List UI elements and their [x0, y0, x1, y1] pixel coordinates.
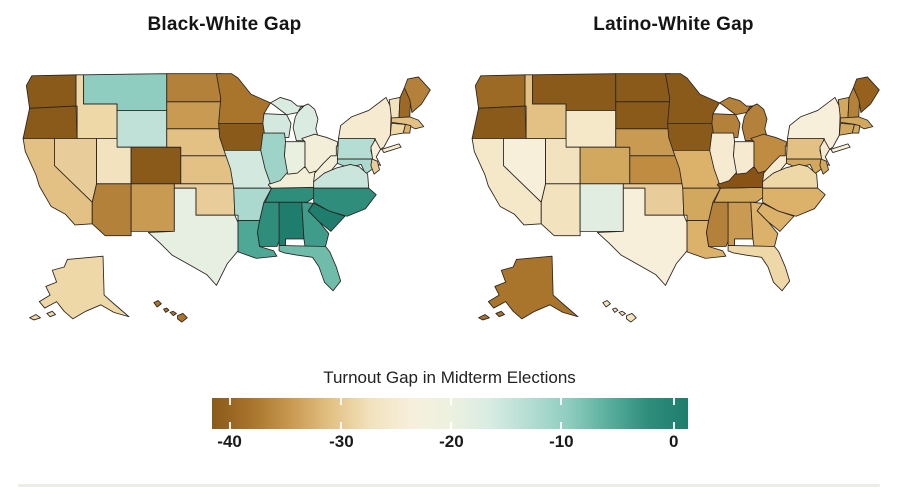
state-nd [615, 73, 671, 103]
state-ks [180, 155, 235, 185]
state-nc [762, 187, 826, 217]
state-ma [839, 116, 874, 130]
colorbar-tick-notch [672, 398, 675, 405]
state-me [852, 76, 880, 114]
state-pa [336, 138, 376, 160]
state-fl [278, 244, 342, 292]
cropped-caption-remnant [18, 484, 880, 487]
colorbar-tick-notch [228, 422, 231, 429]
state-vt [388, 97, 401, 119]
colorbar-tick-notch [560, 398, 563, 405]
state-fl [727, 244, 791, 292]
state-al [727, 201, 754, 246]
colorbar [211, 398, 688, 429]
state-ak [29, 255, 130, 321]
colorbar-tick-labels: -40 -30 -20 -10 0 [212, 429, 688, 455]
state-co [579, 146, 631, 185]
colorbar-tick-label: -10 [549, 432, 574, 451]
state-me [403, 76, 431, 114]
map-title-black-white-gap: Black-White Gap [147, 14, 302, 35]
colorbar-tick-notch [340, 398, 343, 405]
us-choropleth-black-white [22, 73, 431, 323]
state-de [819, 158, 829, 175]
colorbar-tick-notch [672, 422, 675, 429]
state-mn [665, 73, 720, 124]
state-or [22, 105, 78, 139]
colorbar-tick-label: -30 [329, 432, 354, 451]
state-ks [629, 155, 684, 185]
state-al [278, 201, 305, 246]
state-az [540, 183, 581, 237]
state-sd [166, 101, 223, 130]
state-ma [390, 116, 425, 130]
colorbar-tick-notch [228, 398, 231, 405]
state-il [709, 132, 739, 185]
colorbar-tick-notch [340, 422, 343, 429]
state-az [91, 183, 132, 237]
state-in [733, 141, 755, 175]
state-wa [25, 74, 77, 109]
state-hi [153, 300, 188, 323]
state-mn [216, 73, 271, 124]
map-pair: Black-White Gap Latino-White Gap [0, 0, 898, 366]
state-mi [270, 97, 319, 142]
state-ri [402, 124, 412, 134]
state-nm [579, 183, 624, 232]
state-nm [130, 183, 175, 232]
colorbar-tick-label: -20 [439, 432, 464, 451]
state-wy [565, 109, 617, 148]
colorbar-legend: Turnout Gap in Midterm Elections -40 -30-… [0, 368, 899, 455]
colorbar-tick-label: 0 [668, 432, 679, 451]
colorbar-tick-notch [450, 422, 453, 429]
map-title-latino-white-gap: Latino-White Gap [593, 14, 754, 35]
state-wa [474, 74, 526, 109]
state-tx [147, 187, 239, 286]
map-panel-latino-white: Latino-White Gap [449, 0, 898, 366]
state-tx [596, 187, 688, 286]
state-sd [615, 101, 672, 130]
map-panel-black-white: Black-White Gap [0, 0, 449, 366]
colorbar-tick-label: -40 [217, 432, 242, 451]
state-pa [785, 138, 825, 160]
state-co [130, 146, 182, 185]
state-in [284, 141, 306, 175]
state-nd [166, 73, 222, 103]
state-or [471, 105, 527, 139]
state-sc [756, 202, 795, 232]
colorbar-tick-notch [450, 398, 453, 405]
state-sc [307, 202, 346, 232]
state-nc [313, 187, 377, 217]
state-vt [837, 97, 850, 119]
state-mi [719, 97, 768, 142]
colorbar-title: Turnout Gap in Midterm Elections [323, 368, 576, 387]
colorbar-tick-notch [560, 422, 563, 429]
state-ak [478, 255, 579, 321]
us-choropleth-latino-white [471, 73, 880, 323]
state-il [260, 132, 290, 185]
state-hi [602, 300, 637, 323]
state-de [370, 158, 380, 175]
state-ri [851, 124, 861, 134]
state-wy [116, 109, 168, 148]
